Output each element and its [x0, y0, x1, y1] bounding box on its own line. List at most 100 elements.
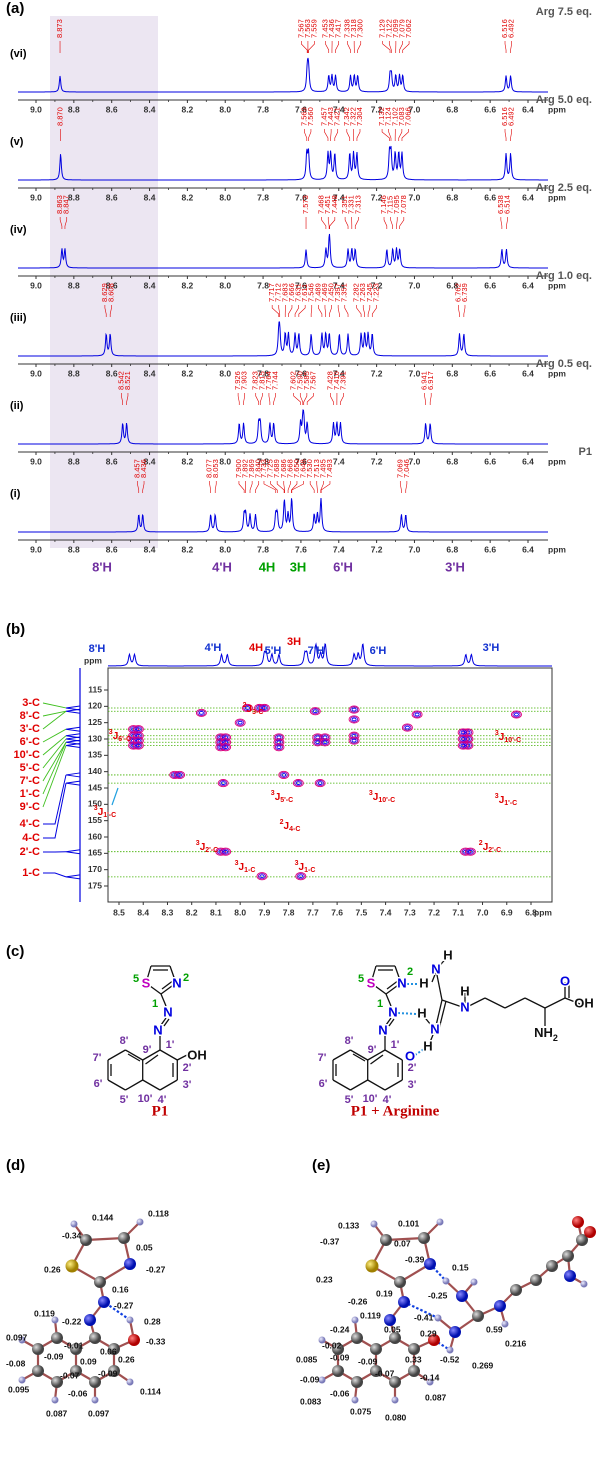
contour	[292, 779, 304, 788]
contour	[351, 707, 357, 712]
peak-connector	[354, 217, 359, 229]
contour	[512, 711, 521, 718]
contour	[294, 780, 303, 787]
atom-label: H	[443, 947, 452, 962]
charge-label: -0.07	[375, 1368, 395, 1378]
position-number: 3'	[408, 1079, 417, 1091]
peak-label: 7.585	[302, 371, 311, 390]
bond	[160, 993, 167, 1007]
x-tick-label: 7.2	[371, 544, 383, 554]
bond	[107, 1079, 126, 1091]
atom	[32, 1365, 44, 1377]
atom	[84, 1314, 96, 1326]
peak-connector	[329, 305, 332, 317]
charge-label: 0.269	[472, 1360, 494, 1370]
projection-peak	[65, 772, 81, 778]
axis-unit: ppm	[548, 104, 566, 114]
peak-connector	[402, 41, 410, 53]
x-tick-label: 7.2	[371, 280, 383, 290]
annotation-superscript: 2	[479, 840, 483, 847]
charge-label: 0.28	[144, 1316, 161, 1326]
x-tick-label: 7.8	[257, 456, 269, 466]
charge-label: 0.083	[300, 1396, 322, 1406]
spectrum	[18, 233, 548, 269]
carbon-arrow	[42, 745, 67, 808]
peak-connector	[337, 305, 340, 317]
peak-label: 7.313	[353, 195, 362, 214]
x-tick-label: 8.0	[219, 104, 231, 114]
peak-label: 7.069	[395, 459, 404, 478]
coupling-annotation: 3J5'-C	[271, 790, 293, 804]
peak-label: 7.417	[334, 19, 343, 38]
position-number: 5	[133, 973, 139, 985]
peak-label: 8.608	[106, 283, 115, 302]
peak-connector	[381, 129, 390, 141]
cross-peak	[234, 718, 246, 727]
charge-label: -0.22	[62, 1316, 82, 1326]
charge-label: 0.59	[486, 1324, 503, 1334]
proton-label: 3H	[287, 636, 301, 648]
peak-label: 7.764	[264, 371, 273, 390]
charge-label: -0.24	[330, 1324, 350, 1334]
contour	[401, 723, 413, 732]
peak-label: 7.712	[274, 283, 283, 302]
bond	[169, 965, 177, 984]
contour	[135, 727, 141, 732]
atom-label: H	[417, 1005, 426, 1020]
x-tick-label: 9.0	[30, 456, 42, 466]
x-tick-label: 7.4	[333, 104, 345, 114]
bond	[125, 1049, 144, 1061]
atom-label: OH	[574, 995, 594, 1010]
x-tick-label: 8.4	[144, 456, 156, 466]
annotation-superscript: 3	[94, 805, 98, 812]
atom	[562, 1250, 574, 1262]
atom	[18, 1376, 26, 1384]
contour	[243, 704, 252, 712]
axis-unit: ppm	[548, 544, 566, 554]
peak-connector	[306, 393, 314, 405]
peak-label: 8.629	[100, 283, 109, 302]
peak-label: 7.546	[307, 283, 316, 302]
carbon-label: 6'-C	[20, 736, 40, 748]
peak-label: 7.869	[247, 459, 256, 478]
contour	[261, 706, 267, 710]
peak-connector	[271, 305, 280, 317]
annotation-superscript: 2	[280, 819, 284, 826]
peak-label: 7.468	[317, 195, 326, 214]
cross-peak	[220, 743, 232, 752]
peak-connector	[273, 393, 276, 405]
contour	[279, 771, 288, 778]
x-tick-label: 8.6	[106, 280, 118, 290]
atom	[70, 1343, 82, 1355]
carbon-arrow	[42, 738, 67, 769]
carbon-arrow	[42, 710, 67, 717]
axis-unit: ppm	[548, 192, 566, 202]
panel-tag: (e)	[312, 1157, 330, 1174]
peak-connector	[399, 41, 403, 53]
peak-label: 7.146	[379, 195, 388, 214]
contour	[223, 745, 229, 750]
position-number: 2	[407, 966, 413, 978]
coupling-annotation: 3J1-C	[295, 860, 316, 874]
cross-peak	[348, 715, 360, 724]
peak-label: 7.223	[371, 283, 380, 302]
peak-label: 6.941	[420, 371, 429, 390]
cross-peak	[169, 770, 181, 779]
y-tick-label: 170	[88, 864, 102, 874]
peak-label: 7.666	[287, 283, 296, 302]
x-tick-label: 6.4	[522, 544, 534, 554]
atom-label: N	[397, 975, 406, 990]
peak-label: 7.300	[356, 19, 365, 38]
peak-connector	[346, 129, 351, 141]
peak-connector	[270, 481, 278, 493]
charge-label: -0.01	[64, 1340, 84, 1350]
position-number: 4'	[158, 1094, 167, 1106]
x-tick-label: 7.3	[404, 907, 416, 917]
contour	[177, 773, 183, 777]
atom	[65, 1259, 79, 1273]
bond	[385, 982, 402, 995]
bond	[332, 1049, 351, 1061]
charge-label: -0.14	[420, 1372, 440, 1382]
cross-peak	[273, 743, 285, 752]
